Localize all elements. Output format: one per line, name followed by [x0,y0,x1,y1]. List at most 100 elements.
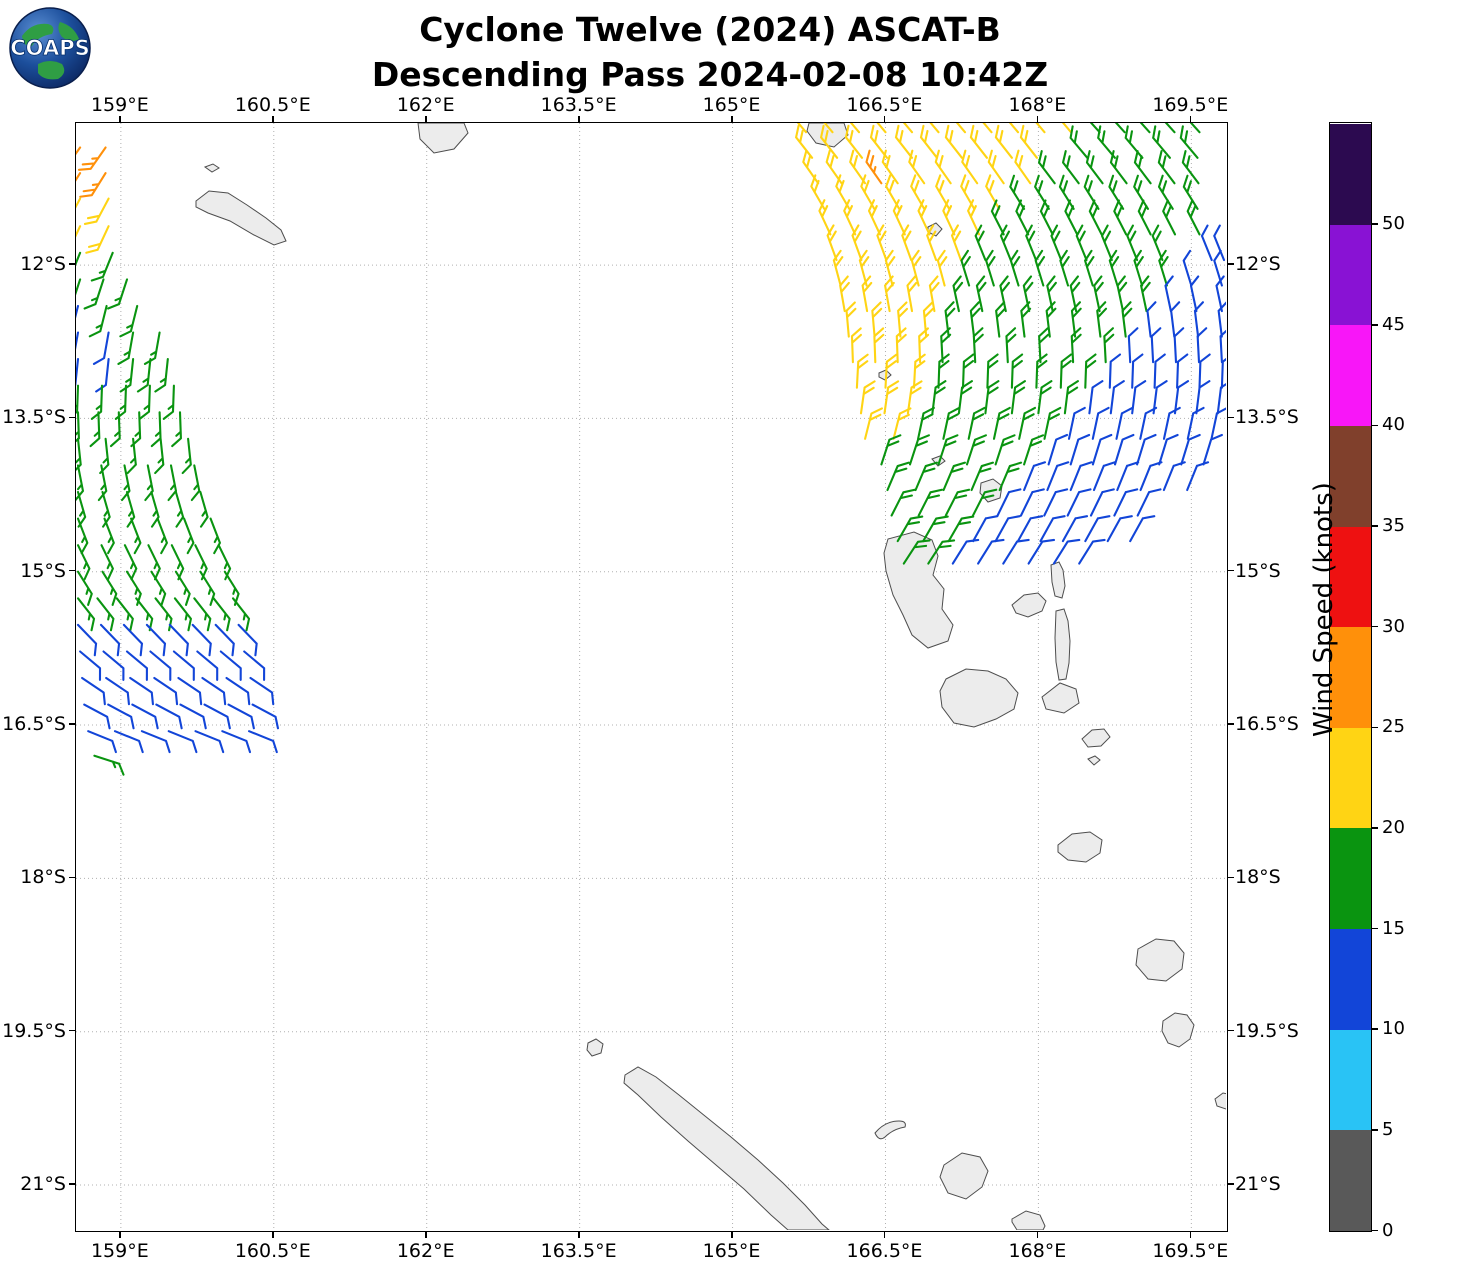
wind-barb [1084,249,1095,287]
coastline [195,190,287,246]
wind-barb [1182,174,1199,210]
wind-barb [203,703,231,730]
wind-barb [894,124,914,159]
wind-barb [100,544,114,581]
coastline [623,1066,830,1230]
lat-tick-right [1228,1183,1234,1185]
coastline [417,123,469,154]
wind-barb [855,353,869,389]
wind-barb [1202,433,1223,466]
wind-barb [1113,199,1128,236]
wind-barb [973,123,993,134]
wind-barb [985,249,996,287]
wind-barb [994,515,1021,543]
wind-barb [1045,301,1057,338]
wind-barb [1092,461,1116,492]
wind-barb [884,353,898,389]
wind-barb [952,275,964,313]
wind-barb [1220,353,1226,389]
wind-barb [1078,538,1106,565]
wind-barb [999,275,1011,313]
wind-barb [1038,150,1056,185]
wind-barb [908,434,930,466]
lat-tick-label-right: 15°S [1235,559,1281,582]
wind-barb [835,174,851,210]
wind-barb [934,149,952,185]
lon-tick-label-bottom: 165°E [702,1240,761,1262]
coastline [586,1038,604,1057]
lat-tick-left [69,263,75,265]
wind-barb [1103,327,1115,364]
wind-barb [845,301,857,338]
title-line-1: Cyclone Twelve (2024) ASCAT-B [419,10,1001,49]
wind-barb [173,597,192,632]
lon-tick-label-bottom: 159°E [90,1240,149,1262]
lon-tick-top [883,116,886,122]
wind-barb [109,411,121,448]
wind-barb [126,437,137,475]
wind-barb [191,623,212,657]
wind-barb [1018,406,1037,440]
wind-barb [908,149,926,185]
wind-barb [1016,515,1044,543]
wind-barb [125,570,142,606]
coastline [1011,1210,1046,1230]
wind-barb [1083,174,1100,210]
wind-barb [992,406,1011,440]
wind-barb [136,358,152,393]
wind-barb [972,327,984,364]
wind-barb [890,488,916,517]
wind-barb [1020,301,1032,338]
wind-barb [901,224,913,262]
wind-barb [931,380,947,415]
wind-barb [844,124,864,159]
wind-barb [1181,123,1201,134]
wind-barb [1133,249,1144,287]
wind-barb [1037,380,1053,415]
wind-barb [155,703,183,730]
colorbar-segment-5-10 [1330,1029,1371,1131]
wind-barb [873,327,885,364]
wind-barb [937,353,950,389]
wind-barb [174,570,191,606]
wind-barb [1162,406,1181,440]
wind-barb [76,570,93,606]
lat-tick-label-left: 15°S [20,559,66,582]
lon-tick-top [1036,116,1039,122]
wind-barb [1022,275,1034,313]
wind-barb [1108,353,1122,389]
wind-barb [892,407,912,440]
wind-barb [951,538,980,565]
wind-barb [1019,124,1038,159]
wind-barb [1195,380,1211,415]
wind-barb [1186,406,1205,440]
wind-barb [998,461,1023,492]
wind-barb [167,464,178,502]
wind-barb [130,411,142,448]
wind-barb [156,517,168,555]
wind-barb [849,149,867,185]
colorbar-segment-15-20 [1330,827,1371,930]
wind-barb [944,124,963,159]
wind-barb [1043,406,1062,440]
wind-barb [103,517,115,555]
coastline [1214,1092,1226,1110]
wind-barb [894,123,914,134]
wind-barb [174,490,185,528]
wind-barb [839,275,850,313]
wind-barb [221,730,252,754]
wind-barb [153,676,179,706]
wind-barb [914,461,939,492]
wind-barb [172,650,195,681]
wind-barb [942,406,961,440]
lon-tick-top [1189,116,1192,122]
colorbar-segment-45-50 [1330,224,1371,326]
colorbar-tick-label: 40 [1382,414,1405,436]
wind-barb [1158,433,1179,466]
wind-barb [883,380,900,415]
wind-barb [107,703,135,730]
lon-tick-label-top: 166.5°E [846,94,923,116]
plot-area[interactable] [75,122,1228,1232]
wind-barb [183,517,195,555]
